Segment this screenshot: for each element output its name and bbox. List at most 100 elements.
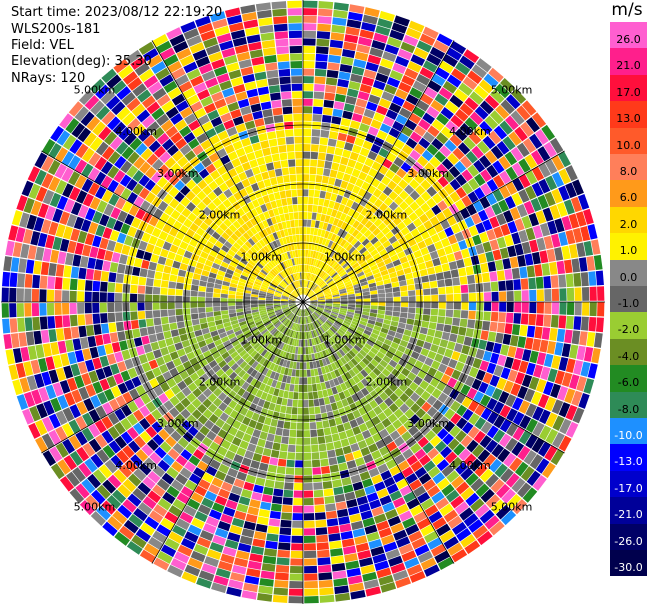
velocity-gate (281, 305, 289, 308)
velocity-gate (536, 302, 544, 314)
velocity-gate (311, 376, 316, 384)
velocity-gate (267, 290, 275, 295)
velocity-gate (368, 371, 378, 380)
velocity-gate (365, 61, 379, 72)
velocity-gate (37, 358, 48, 373)
velocity-gate (226, 586, 242, 597)
velocity-gate (289, 573, 303, 581)
velocity-gate (230, 279, 239, 285)
velocity-gate (359, 557, 374, 568)
velocity-gate (350, 323, 358, 329)
velocity-gate (330, 193, 338, 202)
velocity-gate (352, 280, 360, 286)
velocity-gate (219, 412, 229, 422)
velocity-gate (324, 247, 330, 255)
velocity-gate (342, 173, 351, 182)
velocity-gate (376, 520, 390, 531)
velocity-gate (313, 489, 324, 498)
velocity-gate (143, 251, 153, 261)
velocity-gate (446, 470, 460, 483)
velocity-gate (373, 405, 383, 416)
velocity-gate (359, 261, 368, 268)
velocity-gate (31, 389, 43, 405)
velocity-gate (313, 243, 319, 251)
velocity-gate (294, 136, 303, 144)
velocity-gate (309, 295, 317, 299)
velocity-gate (235, 550, 250, 560)
velocity-gate (459, 276, 468, 285)
velocity-gate (429, 280, 438, 289)
velocity-gate (262, 555, 277, 565)
velocity-gate (304, 580, 318, 589)
velocity-gate (492, 174, 505, 188)
velocity-gate (303, 196, 309, 204)
velocity-gate (74, 242, 84, 255)
velocity-gate (424, 430, 437, 442)
velocity-gate (246, 366, 255, 375)
velocity-gate (397, 322, 406, 329)
velocity-gate (261, 563, 276, 572)
velocity-gate (393, 185, 404, 195)
velocity-gate (303, 61, 315, 69)
velocity-gate (286, 197, 293, 206)
velocity-gate (343, 344, 351, 352)
velocity-gate (153, 385, 164, 397)
velocity-gate (334, 320, 342, 327)
velocity-gate (278, 324, 284, 331)
velocity-gate (305, 354, 310, 362)
velocity-gate (250, 296, 258, 300)
velocity-gate (469, 91, 484, 105)
velocity-gate (505, 94, 521, 110)
velocity-gate (310, 299, 318, 302)
velocity-gate (422, 253, 432, 262)
velocity-gate (537, 146, 551, 162)
velocity-gate (335, 140, 346, 149)
velocity-gate (33, 260, 42, 275)
velocity-gate (479, 100, 494, 115)
velocity-gate (324, 239, 331, 247)
velocity-gate (220, 293, 228, 299)
velocity-gate (245, 375, 254, 384)
velocity-gate (303, 128, 312, 137)
range-ring-label: 5.00km (74, 501, 116, 514)
velocity-gate (320, 271, 327, 279)
velocity-gate (414, 448, 427, 460)
velocity-gate (453, 309, 461, 318)
velocity-gate (107, 474, 122, 489)
velocity-gate (243, 582, 259, 593)
velocity-gate (228, 298, 236, 302)
velocity-gate (521, 290, 529, 302)
velocity-gate (308, 257, 313, 266)
velocity-gate (256, 516, 269, 526)
velocity-gate (388, 102, 402, 114)
velocity-gate (300, 347, 303, 355)
velocity-gate (222, 318, 231, 324)
velocity-gate (416, 295, 424, 302)
velocity-gate (422, 60, 438, 73)
velocity-gate (409, 131, 422, 143)
velocity-gate (479, 509, 495, 524)
velocity-gate (164, 388, 175, 400)
velocity-gate (314, 406, 321, 414)
velocity-gate (385, 292, 393, 298)
velocity-gate (290, 220, 295, 228)
velocity-gate (329, 337, 336, 345)
velocity-gate (330, 225, 337, 233)
velocity-gate (107, 302, 115, 313)
colorbar-tick-label: -13.0 (614, 455, 643, 469)
velocity-gate (325, 305, 333, 309)
velocity-gate (427, 537, 443, 550)
velocity-gate (303, 392, 309, 400)
velocity-gate (310, 323, 314, 331)
velocity-gate (296, 430, 303, 438)
velocity-gate (355, 292, 363, 297)
velocity-gate (95, 434, 108, 449)
range-ring-label: 5.00km (491, 83, 533, 96)
velocity-gate (266, 352, 273, 361)
velocity-gate (278, 333, 285, 341)
velocity-gate (581, 287, 590, 301)
velocity-gate (470, 498, 485, 513)
velocity-gate (258, 304, 266, 307)
velocity-gate (312, 337, 317, 346)
velocity-gate (277, 313, 285, 319)
